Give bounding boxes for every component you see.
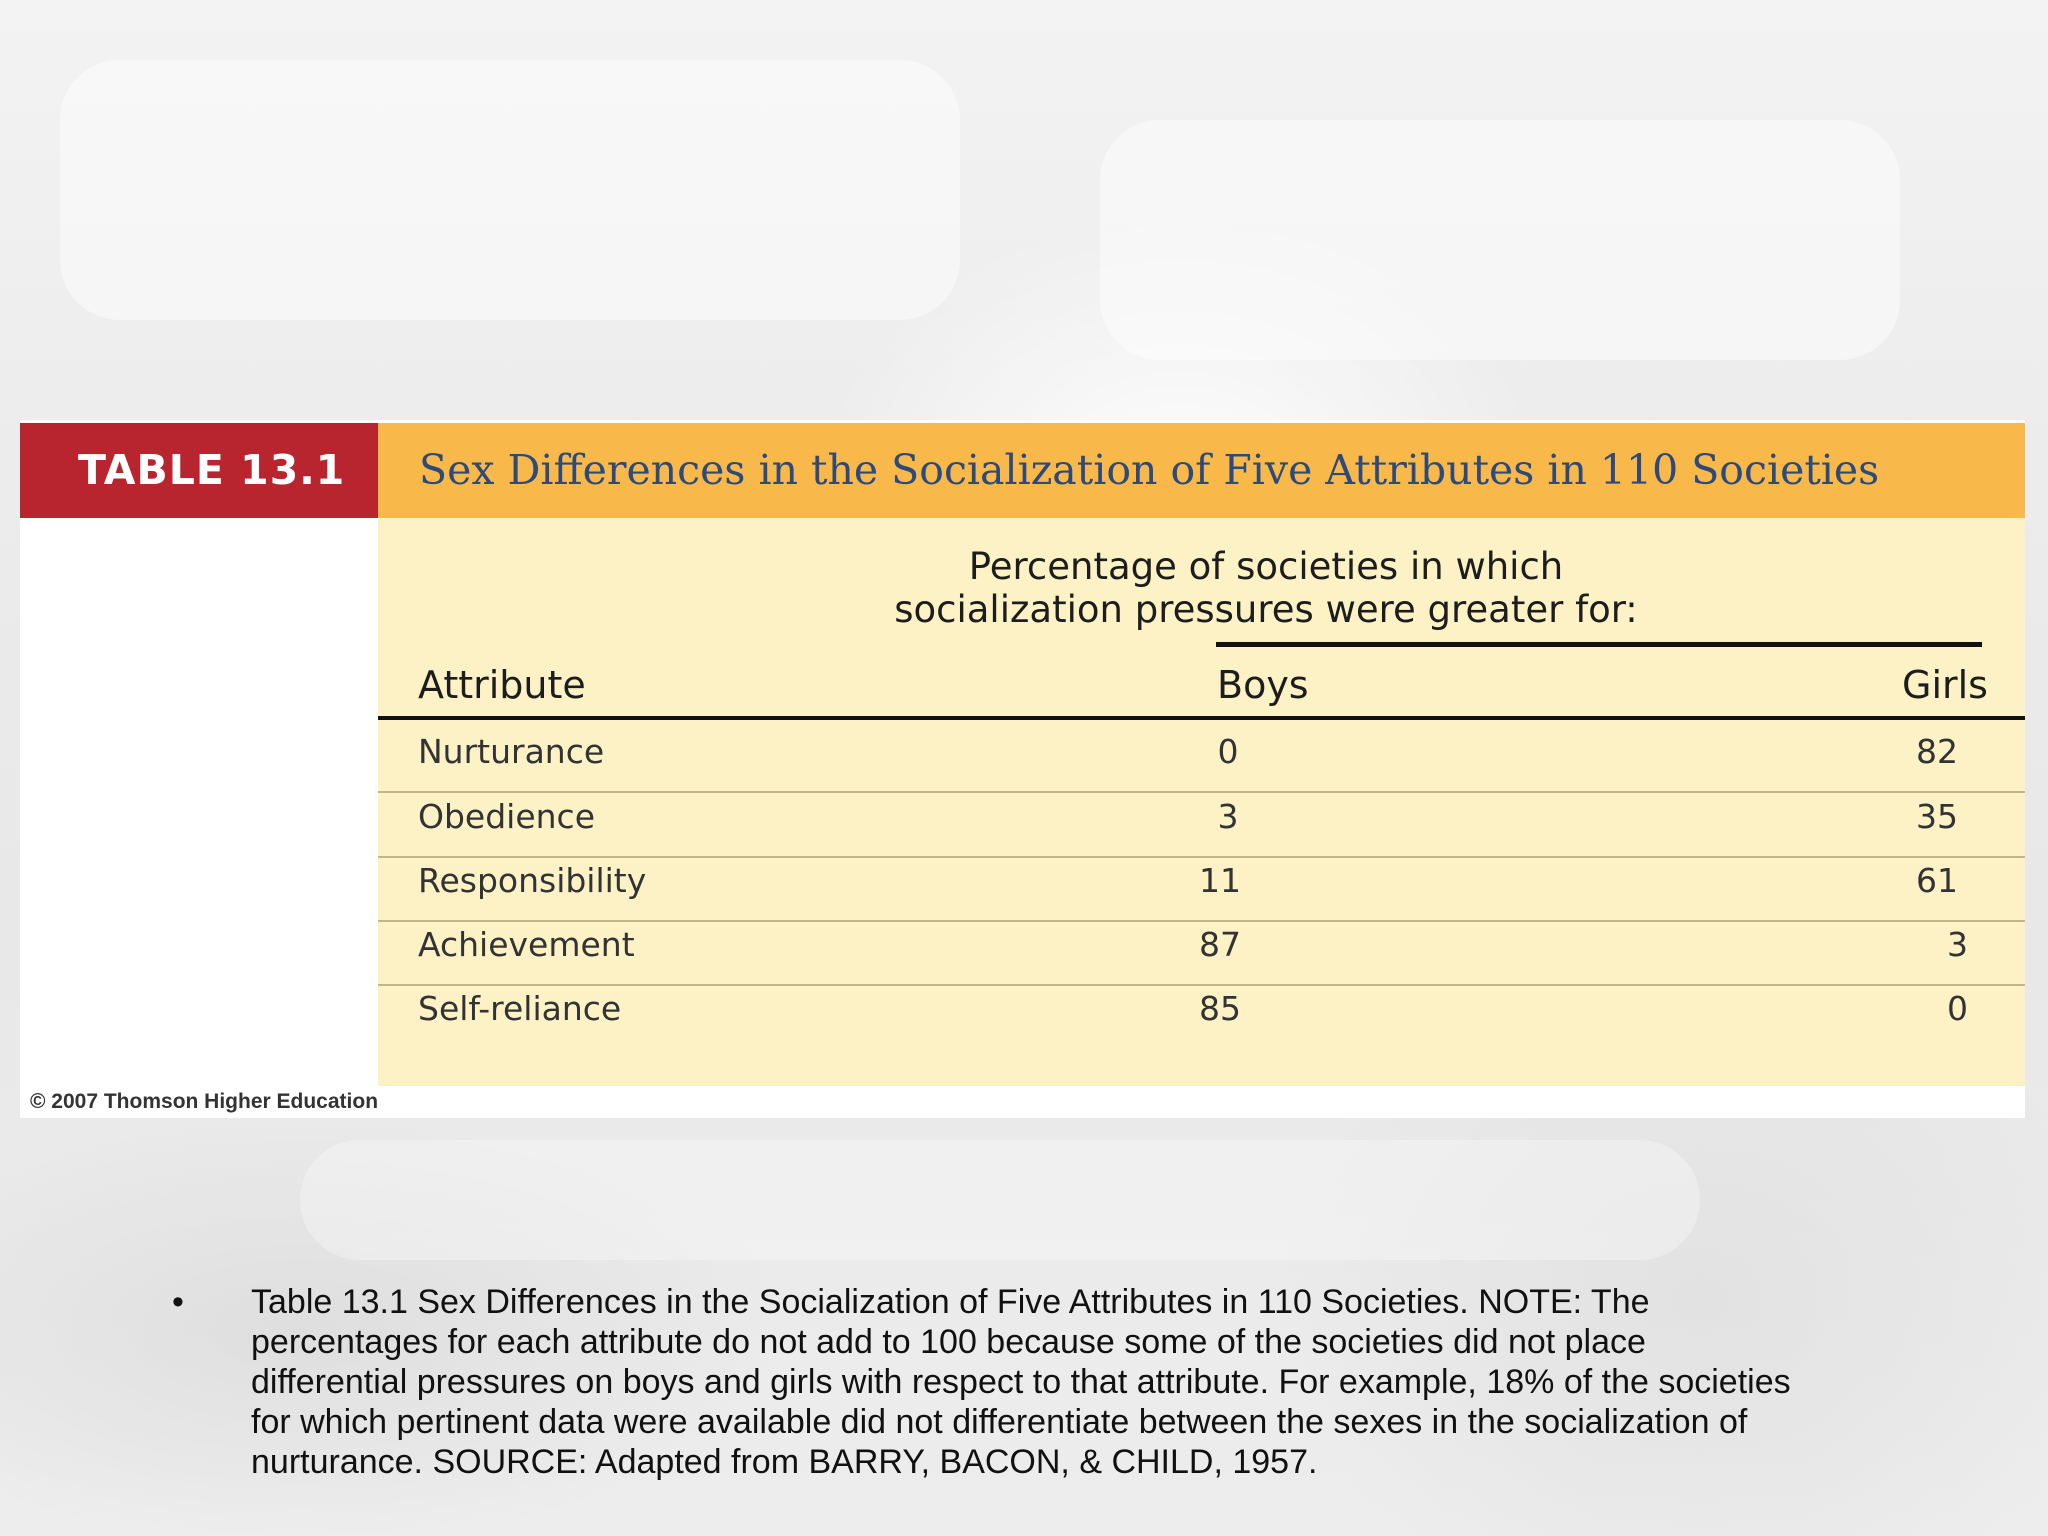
column-header-attribute: Attribute [418, 663, 586, 707]
table-row: Obedience 3 35 [378, 785, 2025, 849]
column-group-label: Percentage of societies in which sociali… [878, 545, 1654, 631]
boys-cell: 85 [1199, 989, 1241, 1028]
attribute-cell: Responsibility [418, 861, 647, 900]
girls-cell: 3 [1947, 925, 1968, 964]
table-header: TABLE 13.1 Sex Differences in the Social… [20, 423, 2025, 518]
column-group-rule [1216, 642, 1982, 647]
column-group-label-line1: Percentage of societies in which [968, 545, 1564, 588]
girls-cell: 82 [1916, 732, 1958, 771]
boys-cell: 11 [1199, 861, 1241, 900]
column-header-girls: Girls [1902, 663, 1988, 707]
background-shape [1100, 120, 1900, 360]
table-title: Sex Differences in the Socialization of … [419, 446, 1880, 494]
table-row: Nurturance 0 82 [378, 720, 2025, 784]
boys-cell: 0 [1217, 732, 1239, 771]
attribute-cell: Self-reliance [418, 989, 622, 1028]
table-body [378, 518, 2025, 1086]
girls-cell: 35 [1916, 797, 1958, 836]
header-rule [378, 716, 2025, 720]
table-note-text: Table 13.1 Sex Differences in the Social… [251, 1283, 1791, 1481]
column-group-label-line2: socialization pressures were greater for… [894, 588, 1638, 631]
background-shape [300, 1140, 1700, 1260]
row-divider [378, 791, 2025, 793]
column-header-boys: Boys [1217, 663, 1309, 707]
boys-cell: 87 [1199, 925, 1241, 964]
boys-cell: 3 [1217, 797, 1239, 836]
copyright-notice: © 2007 Thomson Higher Education [30, 1090, 379, 1113]
row-divider [378, 984, 2025, 986]
attribute-cell: Obedience [418, 797, 596, 836]
attribute-cell: Nurturance [418, 732, 605, 771]
background-shape [60, 60, 960, 320]
table-row: Self-reliance 85 0 [378, 977, 2025, 1041]
table-card: TABLE 13.1 Sex Differences in the Social… [20, 420, 2025, 1118]
table-tag: TABLE 13.1 [20, 423, 378, 518]
table-row: Achievement 87 3 [378, 913, 2025, 977]
bullet-marker: • [172, 1283, 184, 1321]
row-divider [378, 920, 2025, 922]
row-divider [378, 856, 2025, 858]
girls-cell: 0 [1947, 989, 1968, 1028]
table-row: Responsibility 11 61 [378, 849, 2025, 913]
attribute-cell: Achievement [418, 925, 635, 964]
girls-cell: 61 [1916, 861, 1958, 900]
